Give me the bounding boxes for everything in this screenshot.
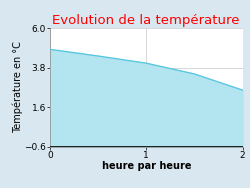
X-axis label: heure par heure: heure par heure	[102, 161, 191, 171]
Y-axis label: Température en °C: Température en °C	[12, 42, 22, 133]
Title: Evolution de la température: Evolution de la température	[52, 14, 240, 27]
